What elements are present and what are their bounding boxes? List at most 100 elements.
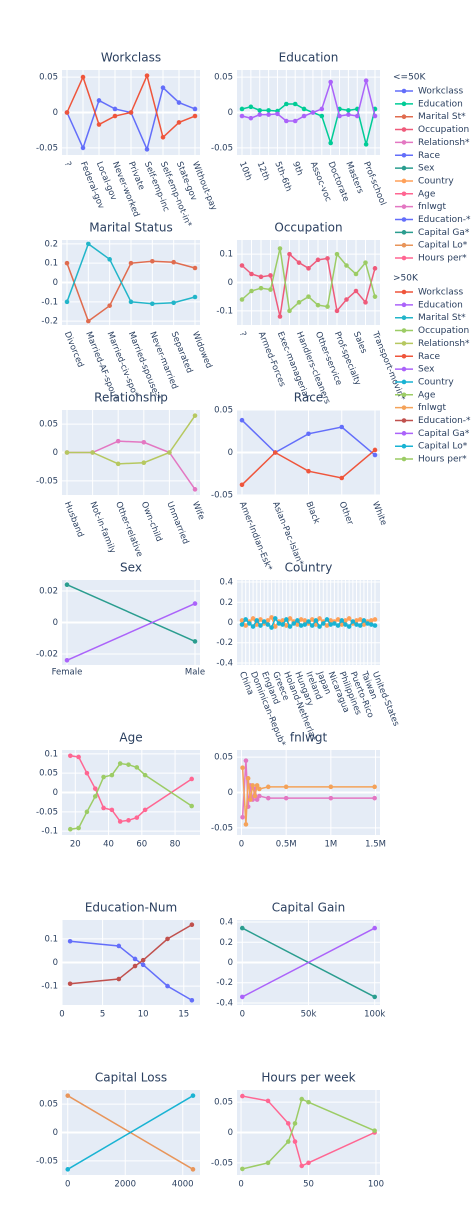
legend-label: Hours per* bbox=[418, 254, 467, 264]
data-point bbox=[192, 639, 198, 644]
y-tick-label: 0.2 bbox=[219, 598, 233, 608]
data-point bbox=[266, 112, 271, 117]
data-point bbox=[354, 113, 360, 119]
y-tick-label: -0.05 bbox=[36, 807, 58, 817]
data-point bbox=[240, 814, 245, 820]
legend-label: Relationsh* bbox=[418, 138, 470, 148]
data-point bbox=[190, 1167, 196, 1172]
data-point bbox=[328, 79, 333, 85]
data-point bbox=[128, 110, 134, 115]
chart-title: Hours per week bbox=[261, 1071, 355, 1085]
data-point bbox=[363, 142, 369, 147]
y-tick-label: -0.05 bbox=[36, 143, 58, 153]
data-point bbox=[80, 74, 86, 80]
legend-marker bbox=[401, 178, 407, 184]
legend-label: Country bbox=[418, 176, 454, 186]
y-tick-label: 0.05 bbox=[39, 420, 58, 430]
x-tick-label: Black bbox=[303, 500, 321, 525]
y-tick-label: 0 bbox=[228, 788, 233, 798]
data-point bbox=[240, 1166, 245, 1172]
legend-label: Hours per* bbox=[418, 455, 467, 465]
legend-marker bbox=[401, 405, 407, 410]
data-point bbox=[239, 925, 245, 931]
chart-title: Relationship bbox=[94, 391, 168, 405]
data-point bbox=[109, 772, 115, 778]
chart-title: Capital Loss bbox=[95, 1071, 167, 1085]
data-point bbox=[80, 145, 86, 151]
data-point bbox=[64, 299, 70, 305]
y-tick-label: 0 bbox=[53, 618, 58, 628]
data-point bbox=[107, 257, 112, 262]
y-tick-label: 0 bbox=[228, 618, 233, 628]
data-point bbox=[150, 301, 155, 307]
data-point bbox=[344, 297, 349, 302]
data-point bbox=[250, 624, 256, 629]
y-tick-label: -0.1 bbox=[41, 982, 58, 992]
y-tick-label: 0.1 bbox=[219, 250, 233, 260]
data-point bbox=[109, 807, 115, 813]
x-tick-label: Asian-Pac-Islan* bbox=[270, 500, 305, 567]
data-point bbox=[68, 826, 73, 832]
data-point bbox=[301, 113, 307, 119]
y-tick-label: 0 bbox=[228, 1128, 233, 1138]
y-tick-label: -0.4 bbox=[216, 998, 233, 1008]
data-point bbox=[372, 617, 378, 622]
data-point bbox=[372, 1128, 377, 1133]
x-tick-label: 9th bbox=[290, 160, 305, 177]
data-point bbox=[171, 300, 176, 306]
data-point bbox=[150, 258, 155, 264]
data-point bbox=[302, 618, 308, 623]
legend-marker bbox=[401, 302, 407, 308]
data-point bbox=[247, 621, 252, 626]
data-point bbox=[250, 616, 256, 621]
data-point bbox=[265, 795, 271, 801]
legend-marker bbox=[401, 140, 407, 145]
data-point bbox=[363, 78, 369, 83]
data-point bbox=[335, 623, 341, 628]
y-tick-label: 0.4 bbox=[219, 918, 233, 928]
y-tick-label: 0 bbox=[228, 958, 233, 968]
data-point bbox=[171, 259, 176, 265]
data-point bbox=[298, 617, 304, 622]
data-point bbox=[285, 1139, 291, 1144]
data-point bbox=[239, 618, 245, 623]
data-point bbox=[254, 797, 260, 802]
data-point bbox=[357, 617, 363, 622]
x-tick-label: ? bbox=[62, 160, 73, 168]
y-tick-label: 0 bbox=[228, 448, 233, 458]
data-point bbox=[92, 786, 98, 791]
data-point bbox=[67, 981, 73, 987]
data-point bbox=[325, 256, 330, 261]
data-point bbox=[280, 622, 285, 627]
legend-marker bbox=[401, 242, 407, 248]
data-point bbox=[265, 622, 271, 627]
data-point bbox=[192, 265, 198, 271]
data-point bbox=[192, 487, 198, 492]
data-point bbox=[353, 288, 359, 294]
x-tick-label: 0 bbox=[65, 1180, 70, 1190]
data-point bbox=[101, 805, 106, 811]
data-point bbox=[257, 112, 263, 117]
data-point bbox=[284, 617, 289, 622]
y-tick-label: -0.1 bbox=[41, 297, 58, 307]
data-point bbox=[249, 288, 254, 294]
chart-title: Race bbox=[294, 391, 323, 405]
legend-marker bbox=[401, 230, 407, 235]
data-point bbox=[160, 85, 166, 91]
data-point bbox=[272, 450, 278, 455]
data-point bbox=[357, 623, 363, 628]
legend-label: Age bbox=[418, 189, 436, 199]
legend-marker bbox=[401, 165, 407, 171]
data-point bbox=[192, 106, 198, 112]
data-point bbox=[299, 1163, 305, 1169]
y-tick-label: 0 bbox=[53, 448, 58, 458]
x-tick-label: 20 bbox=[70, 840, 81, 850]
x-tick-label: 5th-6th bbox=[272, 160, 293, 193]
legend-label: Occupation bbox=[418, 326, 469, 336]
data-point bbox=[144, 147, 150, 152]
data-point bbox=[372, 447, 378, 453]
data-point bbox=[112, 106, 118, 112]
data-point bbox=[240, 765, 245, 771]
data-point bbox=[292, 118, 298, 124]
data-point bbox=[332, 621, 337, 626]
